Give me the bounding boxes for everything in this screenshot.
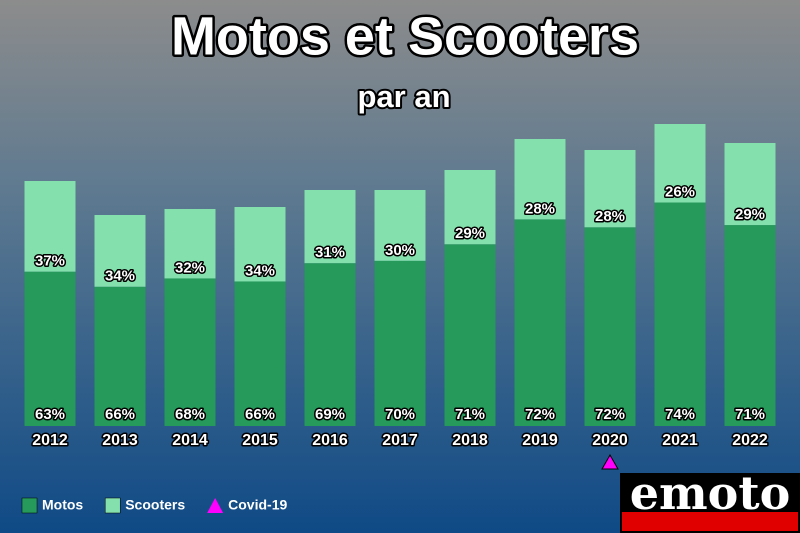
bar-segment <box>94 215 146 287</box>
x-tick-label: 2016 <box>312 432 348 449</box>
x-tick-label: 2017 <box>382 432 418 449</box>
bar-segment <box>234 207 286 282</box>
chart-title: Motos et Scooters <box>171 6 639 66</box>
legend-swatch <box>21 497 38 514</box>
legend-label: Scooters <box>125 497 185 513</box>
bar-segment <box>724 143 776 226</box>
legend-swatch <box>104 497 121 514</box>
data-label: 69% <box>315 406 345 423</box>
bar-segment <box>584 227 636 426</box>
bar-segment <box>514 219 566 426</box>
bar-segment <box>304 263 356 426</box>
x-tick-label: 2013 <box>102 432 138 449</box>
data-label: 71% <box>735 406 765 423</box>
x-tick-label: 2021 <box>662 432 698 449</box>
data-label: 31% <box>315 244 345 261</box>
x-tick-label: 2012 <box>32 432 68 449</box>
data-label: 70% <box>385 406 415 423</box>
bar-segment <box>24 181 76 272</box>
bar-segment <box>94 286 146 426</box>
data-label: 74% <box>665 406 695 423</box>
data-label: 34% <box>245 262 275 279</box>
logo-text: emoto <box>630 466 791 520</box>
bar-segment <box>304 190 356 264</box>
chart-subtitle: par an <box>357 79 450 114</box>
x-tick-label: 2019 <box>522 432 558 449</box>
data-label: 30% <box>385 242 415 259</box>
logo: emoto <box>620 465 800 533</box>
annotation-marker <box>601 453 619 470</box>
data-label: 29% <box>455 225 485 242</box>
data-label: 71% <box>455 406 485 423</box>
bar-segment <box>584 150 636 228</box>
bar-segment <box>164 209 216 279</box>
bar-segment <box>374 260 426 426</box>
bar-segment <box>654 124 706 203</box>
logo-stripe <box>622 512 798 531</box>
legend-label: Motos <box>42 497 83 513</box>
bar-segment <box>444 170 496 245</box>
data-label: 37% <box>35 253 65 270</box>
x-tick-label: 2014 <box>172 432 208 449</box>
data-label: 72% <box>525 406 555 423</box>
bar-segment <box>164 278 216 426</box>
x-tick-label: 2015 <box>242 432 278 449</box>
bar-segment <box>24 271 76 426</box>
bar-segment <box>654 202 706 426</box>
bar-segment <box>444 244 496 426</box>
data-label: 66% <box>245 406 275 423</box>
bar-segment <box>724 225 776 426</box>
legend-label: Covid-19 <box>228 497 287 513</box>
data-label: 63% <box>35 406 65 423</box>
data-label: 28% <box>595 208 625 225</box>
data-label: 26% <box>665 183 695 200</box>
x-tick-label: 2020 <box>592 432 628 449</box>
data-label: 28% <box>525 200 555 217</box>
data-label: 72% <box>595 406 625 423</box>
data-label: 66% <box>105 406 135 423</box>
data-label: 32% <box>175 259 205 276</box>
x-tick-label: 2018 <box>452 432 488 449</box>
data-label: 34% <box>105 268 135 285</box>
bar-segment <box>234 281 286 426</box>
data-label: 29% <box>735 206 765 223</box>
bar-segment <box>514 139 566 220</box>
bar-segment <box>374 190 426 261</box>
legend-swatch <box>207 498 224 513</box>
x-tick-label: 2022 <box>732 432 768 449</box>
data-label: 68% <box>175 406 205 423</box>
